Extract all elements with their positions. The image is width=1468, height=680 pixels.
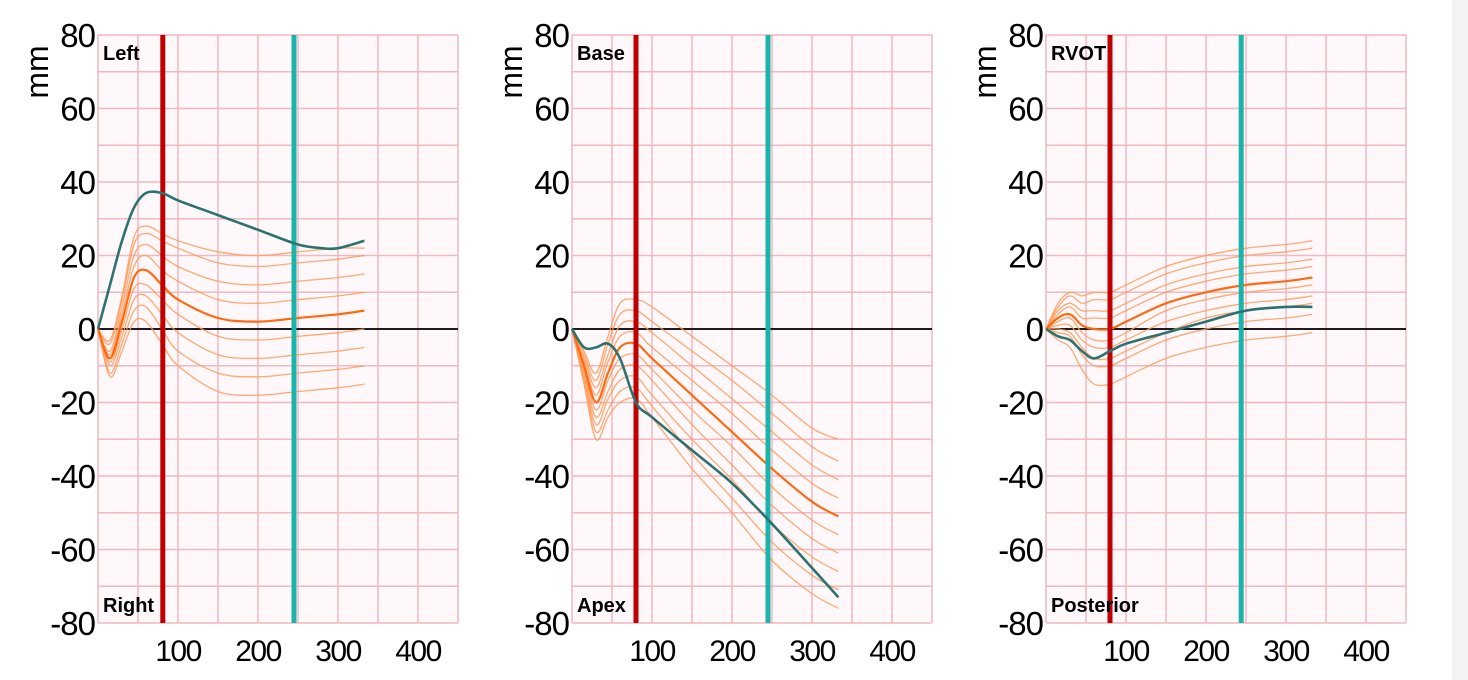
y-tick-label: 40 [60, 164, 95, 201]
bottom-direction-label: Posterior [1051, 595, 1139, 617]
normal-range-curve [1045, 258, 1313, 330]
y-tick-label: -20 [998, 385, 1043, 422]
patient-curve [1045, 305, 1313, 360]
patient-curve [96, 190, 365, 330]
normal-range-curve [571, 328, 839, 591]
normal-range-curve [97, 225, 365, 342]
x-tick-label: 200 [235, 635, 281, 668]
normal-range-curve [1045, 265, 1313, 330]
normal-range-curve [97, 317, 365, 396]
normal-range-curve [97, 282, 365, 363]
normal-range-curve [97, 304, 365, 378]
normal-range-curve [97, 243, 365, 352]
patient-curve [570, 328, 840, 599]
x-tick-label: 300 [1263, 635, 1309, 668]
normal-range-curve [1045, 247, 1313, 330]
normal-range-curve [571, 328, 839, 609]
y-tick-label: -40 [50, 458, 95, 495]
normal-range-curve [571, 328, 839, 536]
normal-range-curve [1045, 284, 1313, 342]
y-axis-label: mm [967, 45, 1003, 98]
y-axis-label: mm [19, 45, 55, 98]
y-tick-label: 80 [60, 17, 95, 54]
y-tick-label: -60 [998, 532, 1043, 569]
y-tick-label: -80 [998, 605, 1043, 642]
bottom-direction-label: Right [103, 595, 154, 617]
y-tick-label: -40 [998, 458, 1043, 495]
y-tick-label: 0 [1026, 311, 1044, 348]
x-tick-label: 100 [1103, 635, 1149, 668]
x-tick-label: 200 [709, 635, 755, 668]
normal-range-curve [1045, 313, 1313, 368]
x-tick-label: 300 [789, 635, 835, 668]
top-direction-label: RVOT [1051, 43, 1106, 65]
normal-range-curve [571, 328, 839, 499]
normal-range-curve [97, 293, 365, 367]
x-tick-label: 200 [1183, 635, 1229, 668]
normal-range-curve [97, 254, 365, 356]
normal-range-curve [571, 309, 839, 462]
normal-range-curve [1045, 295, 1313, 349]
y-tick-label: 60 [1008, 91, 1043, 128]
normal-mean-curve [570, 328, 839, 518]
y-tick-label: 40 [534, 164, 569, 201]
normal-range-curve [1045, 328, 1313, 387]
y-tick-label: 20 [534, 238, 569, 275]
x-tick-label: 400 [1343, 635, 1389, 668]
bottom-direction-label: Apex [577, 595, 626, 617]
y-tick-label: 60 [534, 91, 569, 128]
y-tick-label: -20 [50, 385, 95, 422]
normal-mean-curve [1045, 276, 1313, 331]
top-direction-label: Left [103, 43, 140, 65]
scrollbar-track[interactable] [1452, 0, 1468, 680]
y-tick-label: -80 [524, 605, 569, 642]
y-tick-label: -60 [524, 532, 569, 569]
y-tick-label: 20 [60, 238, 95, 275]
y-tick-label: 60 [60, 91, 95, 128]
y-tick-label: -80 [50, 605, 95, 642]
normal-range-curve [571, 298, 839, 440]
y-tick-label: 40 [1008, 164, 1043, 201]
y-tick-label: 80 [1008, 17, 1043, 54]
normal-range-curve [571, 328, 839, 554]
normal-range-curve [1045, 240, 1313, 330]
y-tick-label: -20 [524, 385, 569, 422]
y-tick-label: -60 [50, 532, 95, 569]
x-tick-label: 100 [155, 635, 201, 668]
y-tick-label: 20 [1008, 238, 1043, 275]
x-tick-label: 400 [869, 635, 915, 668]
y-tick-label: 0 [552, 311, 570, 348]
y-axis-label: mm [493, 45, 529, 98]
x-tick-label: 300 [315, 635, 361, 668]
x-tick-label: 400 [395, 635, 441, 668]
y-tick-label: 80 [534, 17, 569, 54]
y-tick-label: -40 [524, 458, 569, 495]
normal-range-curve [571, 320, 839, 481]
normal-mean-curve [96, 268, 365, 360]
normal-range-curve [97, 232, 365, 346]
top-direction-label: Base [577, 43, 625, 65]
x-tick-label: 100 [629, 635, 675, 668]
y-tick-label: 0 [78, 311, 96, 348]
